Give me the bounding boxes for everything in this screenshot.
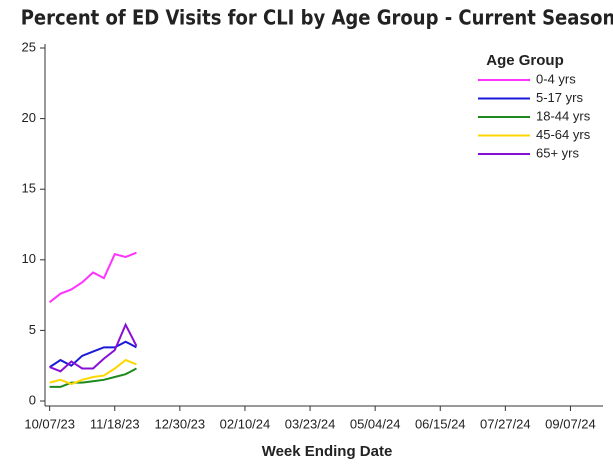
x-tick-label: 09/07/24 bbox=[545, 416, 596, 431]
x-tick-label: 11/18/23 bbox=[90, 416, 140, 431]
legend-label: 5-17 yrs bbox=[536, 90, 583, 105]
series-line bbox=[49, 367, 137, 388]
legend-label: 65+ yrs bbox=[536, 145, 579, 160]
x-tick-label: 12/30/23 bbox=[155, 416, 206, 431]
series-line bbox=[49, 358, 137, 386]
x-tick-label: 02/10/24 bbox=[220, 416, 271, 431]
y-tick-label: 25 bbox=[22, 39, 36, 54]
x-tick-label: 03/23/24 bbox=[285, 416, 336, 431]
y-tick-label: 10 bbox=[22, 251, 36, 266]
x-axis-title: Week Ending Date bbox=[262, 443, 393, 460]
y-tick-label: 0 bbox=[29, 392, 36, 407]
series-line bbox=[49, 251, 137, 303]
series-line bbox=[49, 322, 138, 373]
x-tick-label: 07/27/24 bbox=[480, 416, 531, 431]
y-tick-label: 20 bbox=[22, 110, 36, 125]
legend-label: 0-4 yrs bbox=[536, 71, 576, 86]
chart-title: Percent of ED Visits for CLI by Age Grou… bbox=[21, 6, 613, 30]
legend-label: 45-64 yrs bbox=[536, 127, 591, 142]
y-tick-label: 15 bbox=[22, 181, 36, 196]
x-tick-label: 05/04/24 bbox=[350, 416, 401, 431]
x-tick-label: 06/15/24 bbox=[415, 416, 466, 431]
x-tick-label: 10/07/23 bbox=[24, 416, 75, 431]
legend-title: Age Group bbox=[486, 52, 564, 69]
legend-label: 18-44 yrs bbox=[536, 108, 591, 123]
y-tick-label: 5 bbox=[29, 322, 36, 337]
series-line bbox=[49, 340, 137, 368]
